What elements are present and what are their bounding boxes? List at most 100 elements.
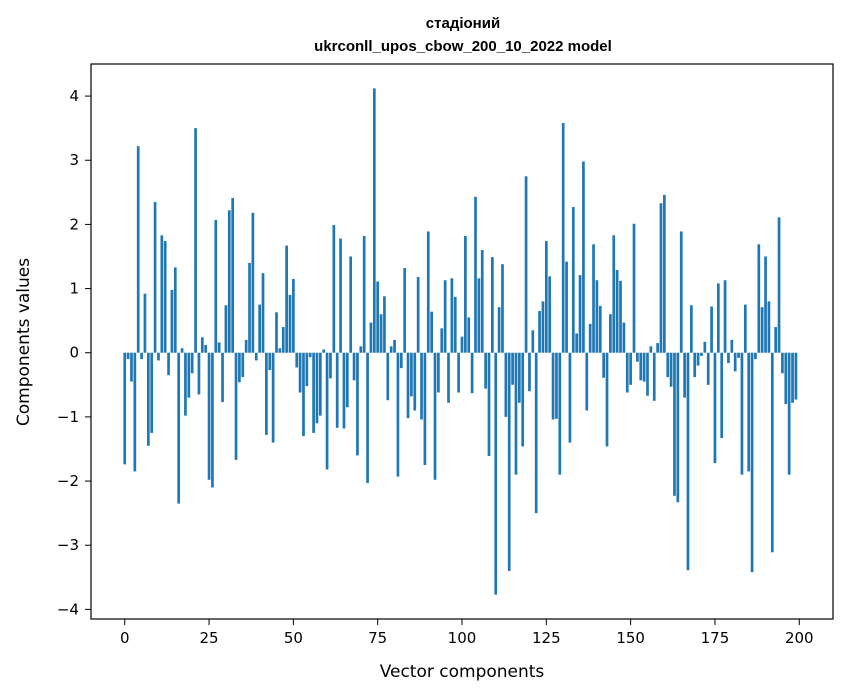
bar <box>423 352 427 466</box>
bar <box>356 352 359 456</box>
bar <box>578 275 582 353</box>
y-tick-label: −4 <box>57 600 79 618</box>
bar <box>659 203 663 353</box>
bar <box>690 305 693 353</box>
bar <box>261 273 265 353</box>
bar <box>248 262 251 353</box>
bar <box>571 207 575 353</box>
bar <box>501 264 504 353</box>
bar <box>632 223 636 353</box>
bar <box>211 352 214 488</box>
chart-subtitle: ukrconll_upos_cbow_200_10_2022 model <box>314 38 612 55</box>
bar <box>575 333 579 353</box>
bar <box>224 305 228 353</box>
bar <box>173 267 177 353</box>
bar <box>413 352 417 411</box>
bar <box>480 250 484 353</box>
x-tick-label: 50 <box>284 629 303 647</box>
bar <box>319 352 322 416</box>
bar <box>754 352 757 360</box>
bar <box>723 280 727 353</box>
bar <box>595 280 599 353</box>
bar <box>234 352 238 460</box>
bar <box>727 352 730 363</box>
bar <box>612 235 616 353</box>
bar <box>207 352 211 480</box>
bar <box>514 352 518 475</box>
x-tick-label: 100 <box>448 629 477 647</box>
bar <box>460 336 464 353</box>
bar <box>666 352 670 378</box>
bar <box>251 212 255 353</box>
bar <box>366 352 369 483</box>
x-tick-label: 125 <box>532 629 561 647</box>
bar <box>197 352 201 395</box>
bar <box>308 352 312 358</box>
y-tick-label: −2 <box>57 472 79 490</box>
bar <box>194 128 197 353</box>
y-tick-label: 1 <box>69 280 79 298</box>
bar <box>733 352 737 372</box>
bar <box>420 352 423 420</box>
bar <box>214 219 218 353</box>
bar <box>615 269 619 353</box>
bar <box>639 352 643 381</box>
bar <box>150 352 154 433</box>
bar <box>362 235 366 353</box>
bar <box>143 293 147 353</box>
bar <box>625 352 629 393</box>
bar <box>774 327 778 353</box>
bar <box>200 337 204 353</box>
bar <box>663 194 666 353</box>
bar <box>217 342 221 353</box>
bar <box>474 196 477 353</box>
bar <box>464 235 467 353</box>
bar <box>227 210 231 353</box>
bar <box>497 307 501 353</box>
bar <box>693 352 697 378</box>
bar <box>676 352 680 503</box>
bar <box>399 352 403 369</box>
bar <box>531 330 535 353</box>
bar <box>561 123 565 353</box>
bar <box>494 352 498 595</box>
bar <box>602 352 606 378</box>
bar <box>254 352 258 361</box>
bar <box>349 256 353 353</box>
bar <box>642 352 646 382</box>
bar <box>737 352 740 358</box>
bar <box>271 352 275 443</box>
bar <box>720 352 724 439</box>
x-tick-label: 75 <box>368 629 387 647</box>
bar <box>292 278 295 353</box>
bar <box>781 352 784 374</box>
bar <box>288 294 292 353</box>
bar <box>238 352 241 383</box>
bar <box>281 327 285 353</box>
bar <box>396 352 400 477</box>
bar <box>794 352 798 400</box>
bar <box>136 146 140 353</box>
bar <box>241 352 245 378</box>
bar <box>605 352 609 447</box>
bar <box>160 235 164 353</box>
bar <box>315 352 319 424</box>
x-tick-label: 25 <box>199 629 218 647</box>
bar <box>649 346 653 353</box>
bar <box>521 352 525 447</box>
bar <box>629 352 632 385</box>
bar <box>636 352 639 362</box>
x-axis: 0 25 50 75 100 125 150 175 200 <box>120 619 814 647</box>
bar <box>528 352 531 392</box>
bar <box>656 343 659 353</box>
bar <box>453 296 457 353</box>
bar <box>170 289 174 353</box>
bar <box>130 352 133 382</box>
bar <box>767 301 771 353</box>
bar <box>467 317 471 353</box>
x-tick-label: 150 <box>616 629 645 647</box>
bar <box>376 281 380 353</box>
bar <box>669 352 673 387</box>
bar <box>730 339 734 353</box>
